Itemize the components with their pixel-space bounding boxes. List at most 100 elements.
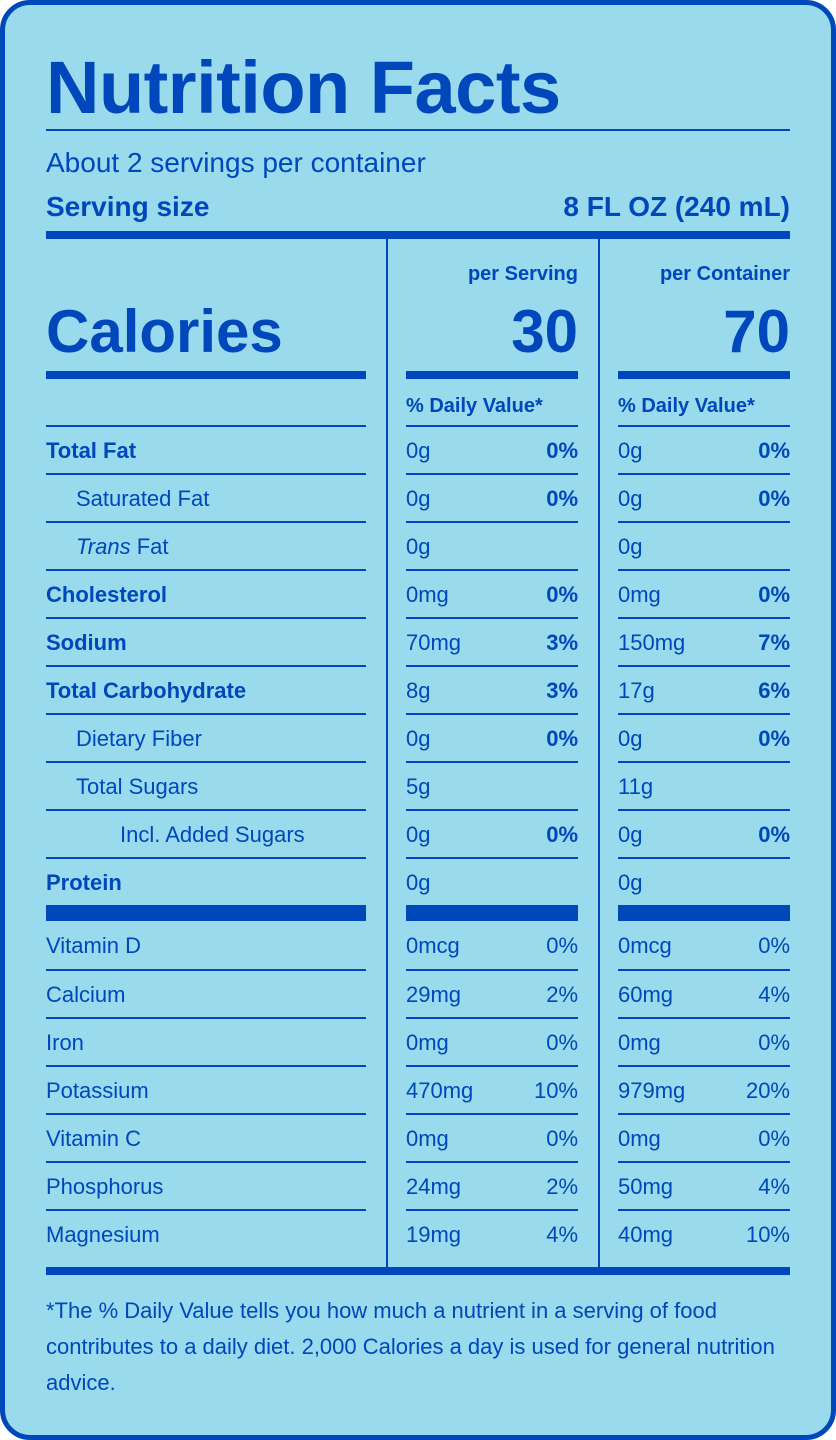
container-cell: 0g (618, 857, 790, 905)
container-amount: 150mg (618, 630, 686, 655)
serving-amount: 0mg (406, 1030, 449, 1055)
serving-cell: 8g 3% (406, 665, 578, 713)
calories-per-container: 70 (723, 298, 790, 365)
serving-amount: 24mg (406, 1174, 462, 1199)
container-amount: 0g (618, 870, 643, 895)
calories-per-serving: 30 (511, 298, 578, 365)
serving-cell: 24mg 2% (406, 1161, 578, 1209)
serving-amount: 0mg (406, 582, 449, 607)
serving-amount: 0g (406, 486, 431, 511)
container-daily-value: 4% (758, 1174, 790, 1199)
container-amount: 0g (618, 534, 643, 559)
thick-bar (406, 905, 578, 921)
container-amount: 0mg (618, 1030, 661, 1055)
nutrient-row: Protein 0g 0g (5, 857, 836, 905)
serving-cell: 0g 0% (406, 425, 578, 473)
container-amount: 11g (618, 774, 654, 799)
nutrient-name-cell: Trans Fat (46, 521, 366, 569)
nutrient-name: Total Carbohydrate (46, 678, 247, 703)
thick-divider (406, 371, 578, 379)
column-divider (598, 239, 600, 1267)
container-daily-value: 0% (758, 726, 790, 751)
thick-divider (46, 371, 366, 379)
container-cell: 0g (618, 521, 790, 569)
daily-value-header: % Daily Value* (618, 395, 755, 417)
nutrient-name-cell: Dietary Fiber (46, 713, 366, 761)
serving-amount: 0g (406, 438, 431, 463)
container-amount: 17g (618, 678, 655, 703)
nutrient-name-cell: Protein (46, 857, 366, 905)
container-daily-value: 10% (745, 1222, 790, 1247)
serving-daily-value: 0% (546, 486, 578, 511)
serving-amount: 19mg (406, 1222, 462, 1247)
nutrient-row: Total Carbohydrate 8g 3% 17g 6% (5, 665, 836, 713)
nutrient-row: Total Fat 0g 0% 0g 0% (5, 425, 836, 473)
vitamin-row: Calcium 29mg 2% 60mg 4% (5, 969, 836, 1017)
serving-cell: 0g 0% (406, 713, 578, 761)
serving-daily-value: 3% (546, 630, 578, 655)
container-amount: 0mcg (618, 933, 672, 958)
thick-divider (5, 905, 836, 921)
serving-daily-value: 0% (546, 822, 578, 847)
column-divider (386, 239, 388, 1267)
nutrient-table: Total Fat 0g 0% 0g 0% Saturated Fat 0g 0% 0g 0% Tr… (5, 425, 836, 1257)
nutrient-row: Incl. Added Sugars 0g 0% 0g 0% (5, 809, 836, 857)
container-cell: 0g 0% (618, 425, 790, 473)
container-amount: 40mg (618, 1222, 674, 1247)
nutrient-name: Dietary Fiber (76, 726, 202, 751)
nutrient-name-cell: Vitamin C (46, 1113, 366, 1161)
vitamin-row: Phosphorus 24mg 2% 50mg 4% (5, 1161, 836, 1209)
nutrient-name-cell: Magnesium (46, 1209, 366, 1257)
container-cell: 0g 0% (618, 713, 790, 761)
nutrient-row: Trans Fat 0g 0g (5, 521, 836, 569)
container-cell: 150mg 7% (618, 617, 790, 665)
serving-size-label: Serving size (46, 191, 210, 222)
thick-bar (618, 905, 790, 921)
divider (46, 129, 790, 131)
container-daily-value: 0% (758, 933, 790, 958)
nutrient-row: Sodium 70mg 3% 150mg 7% (5, 617, 836, 665)
daily-value-header: % Daily Value* (406, 395, 543, 417)
serving-cell: 0mg 0% (406, 1017, 578, 1065)
vitamin-row: Iron 0mg 0% 0mg 0% (5, 1017, 836, 1065)
container-daily-value: 0% (758, 1030, 790, 1055)
nutrient-name: Cholesterol (46, 582, 168, 607)
serving-amount: 0mg (406, 1126, 449, 1151)
serving-amount: 8g (406, 678, 431, 703)
nutrient-row: Cholesterol 0mg 0% 0mg 0% (5, 569, 836, 617)
container-cell: 60mg 4% (618, 969, 790, 1017)
per-container-header: per Container (659, 263, 790, 285)
thick-divider (618, 371, 790, 379)
container-daily-value: 0% (758, 582, 790, 607)
nutrient-name: Trans Fat (46, 534, 169, 560)
container-amount: 0g (618, 822, 643, 847)
nutrient-row: Saturated Fat 0g 0% 0g 0% (5, 473, 836, 521)
container-daily-value: 0% (758, 438, 790, 463)
serving-daily-value: 0% (546, 726, 578, 751)
serving-amount: 0mcg (406, 933, 460, 958)
thick-bar (46, 905, 366, 921)
nutrient-name-cell: Phosphorus (46, 1161, 366, 1209)
nutrient-name: Incl. Added Sugars (120, 822, 305, 847)
serving-size-value: 8 FL OZ (240 mL) (563, 191, 790, 222)
container-daily-value: 0% (758, 822, 790, 847)
serving-daily-value: 0% (546, 582, 578, 607)
serving-cell: 0g 0% (406, 809, 578, 857)
container-amount: 0g (618, 726, 643, 751)
nutrient-name-cell: Incl. Added Sugars (46, 809, 366, 857)
serving-daily-value: 3% (546, 678, 578, 703)
container-amount: 0g (618, 486, 643, 511)
nutrient-name-italic: Trans (76, 534, 131, 559)
nutrient-name-cell: Potassium (46, 1065, 366, 1113)
nutrient-name: Phosphorus (46, 1174, 164, 1199)
container-amount: 0mg (618, 1126, 661, 1151)
nutrient-name: Calcium (46, 982, 126, 1007)
container-amount: 60mg (618, 982, 674, 1007)
serving-daily-value: 0% (546, 438, 578, 463)
vitamin-row: Magnesium 19mg 4% 40mg 10% (5, 1209, 836, 1257)
container-cell: 50mg 4% (618, 1161, 790, 1209)
serving-daily-value: 0% (546, 1030, 578, 1055)
serving-amount: 29mg (406, 982, 462, 1007)
nutrient-name: Iron (46, 1030, 84, 1055)
